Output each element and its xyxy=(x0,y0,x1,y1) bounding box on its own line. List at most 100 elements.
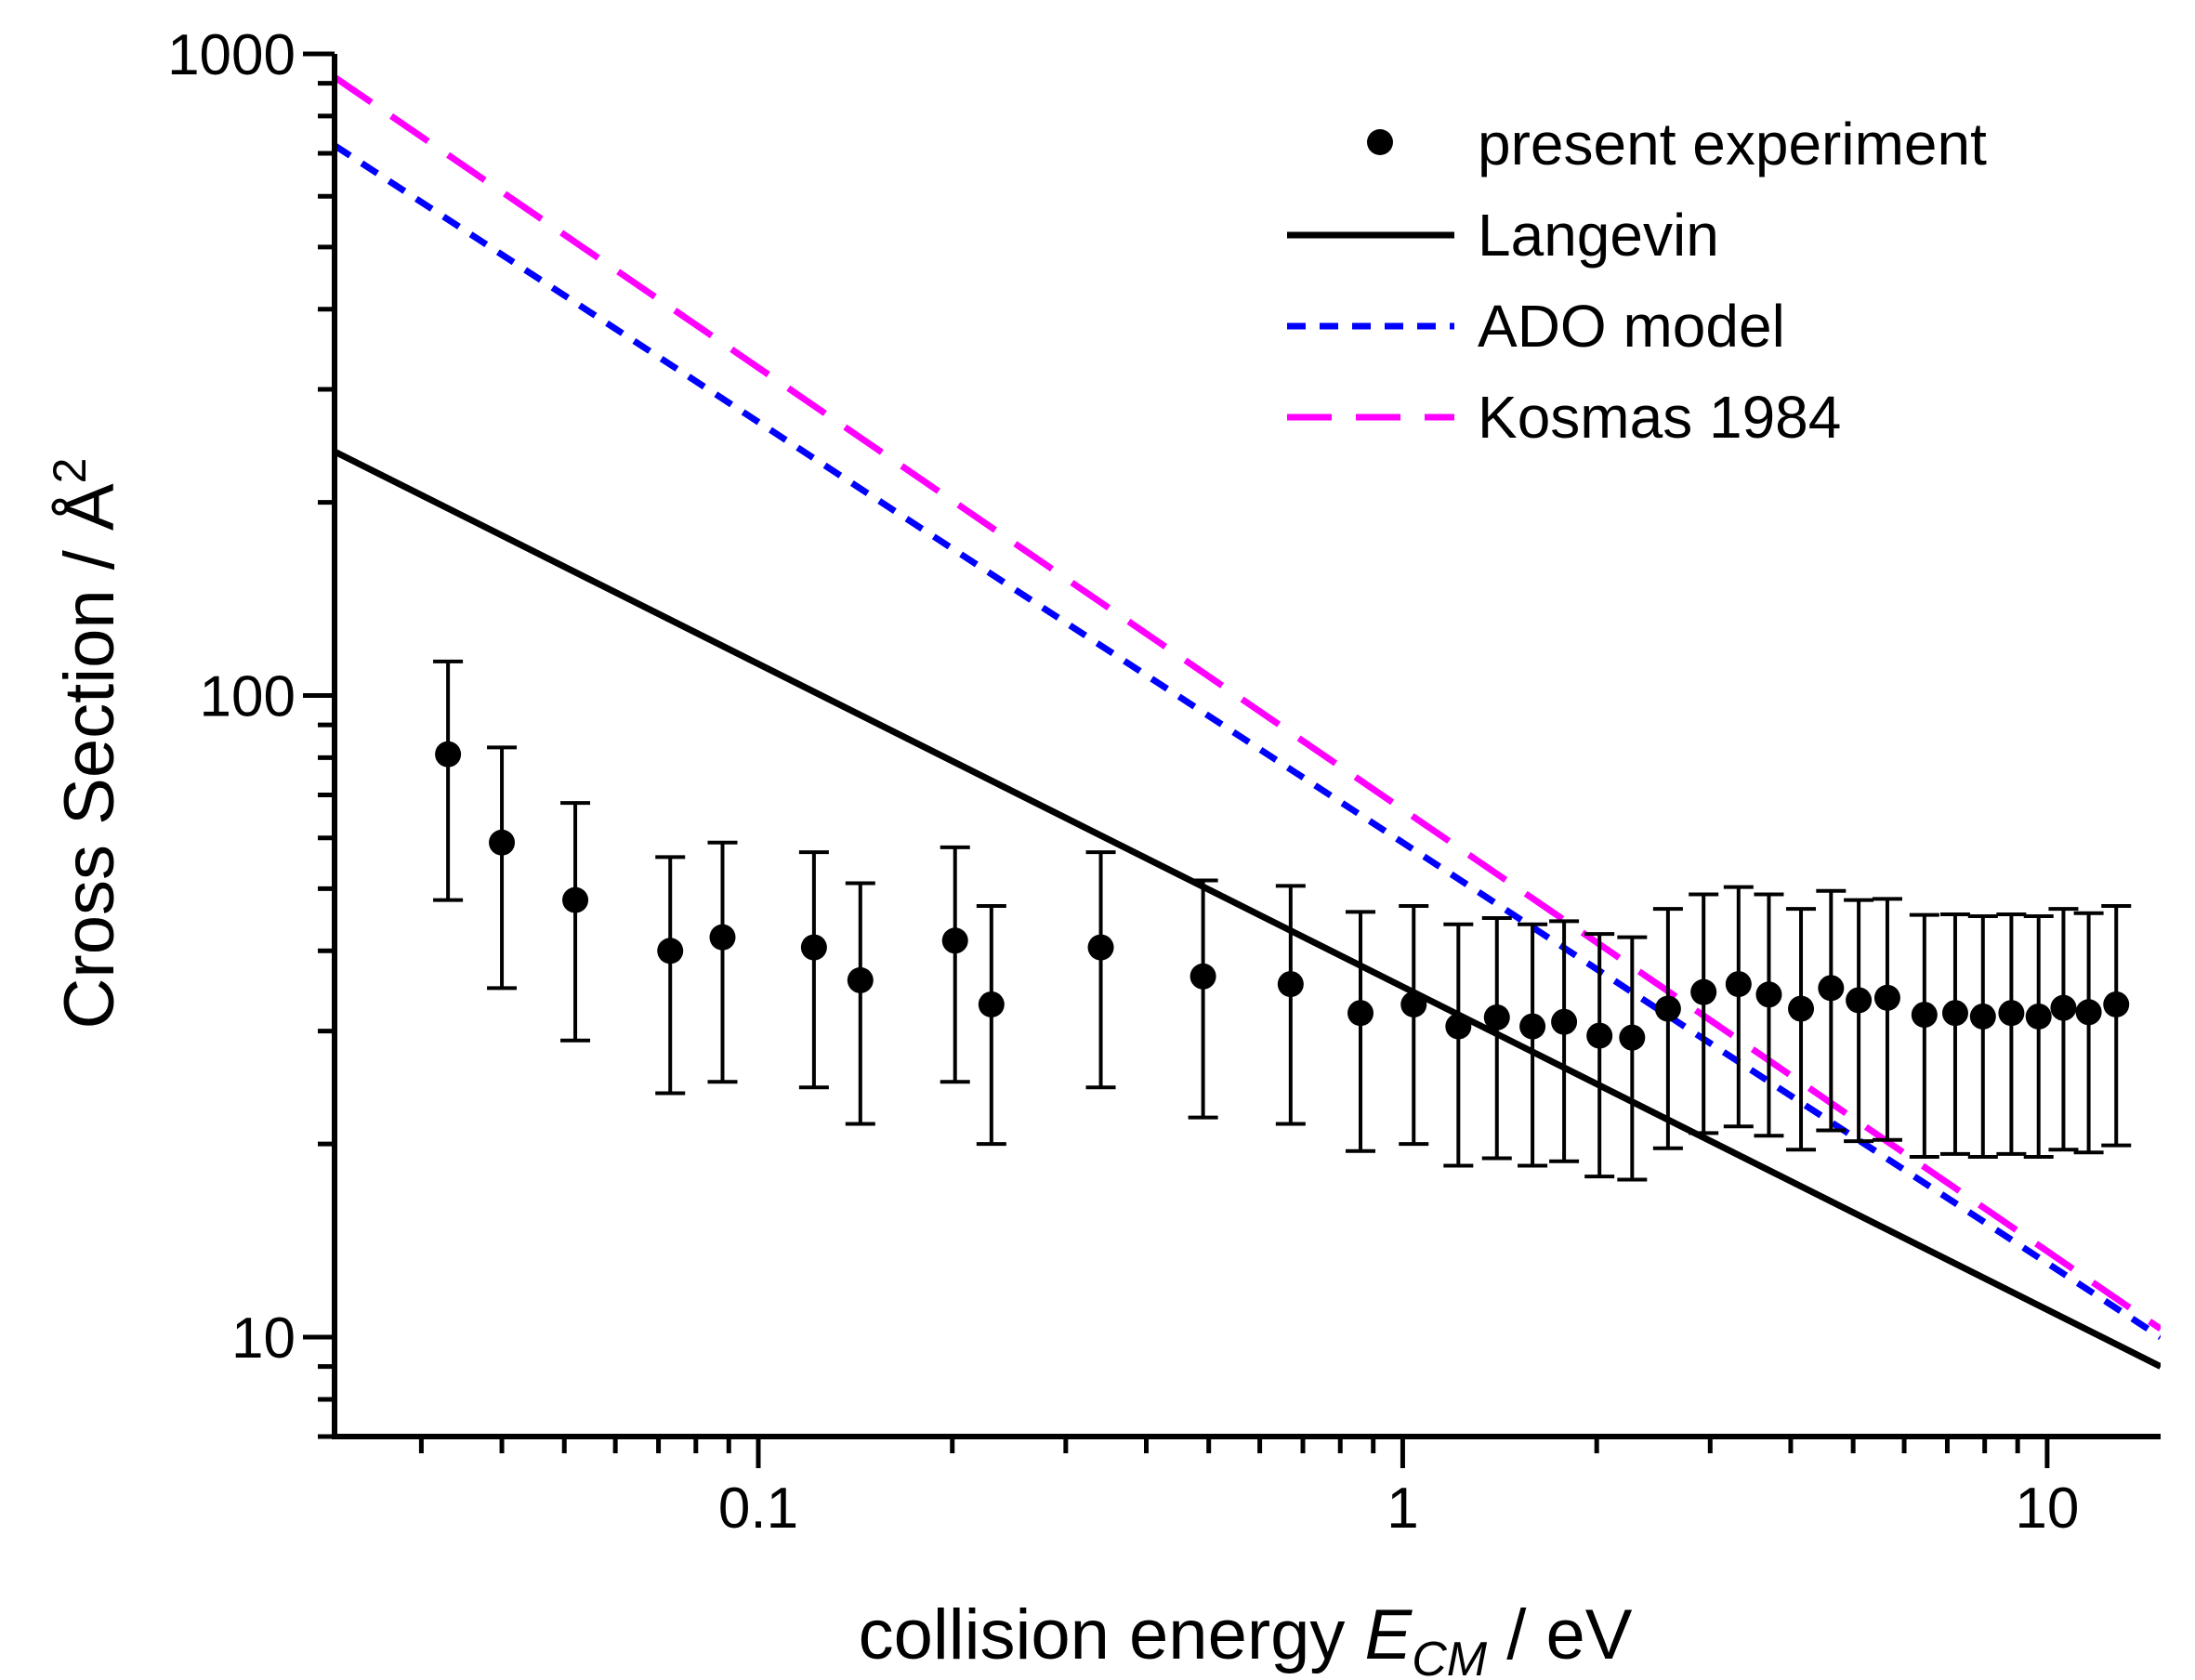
point-marker xyxy=(1445,1013,1472,1040)
data-point xyxy=(1346,910,1376,1153)
data-point xyxy=(1188,878,1218,1120)
data-point xyxy=(976,903,1006,1147)
point-marker xyxy=(941,927,968,954)
experiment-points xyxy=(433,659,2132,1182)
point-marker xyxy=(435,741,462,768)
point-marker xyxy=(1277,971,1304,998)
point-marker xyxy=(1818,975,1845,1002)
point-marker xyxy=(709,924,736,951)
data-point xyxy=(1085,850,1116,1090)
point-marker xyxy=(847,966,874,993)
point-marker xyxy=(1690,978,1717,1005)
point-marker xyxy=(489,829,516,856)
data-point xyxy=(1872,897,1902,1142)
data-point xyxy=(1652,907,1683,1150)
x-axis-label-subscript: CM xyxy=(1412,1633,1488,1680)
point-marker xyxy=(1087,934,1114,961)
data-point xyxy=(798,850,829,1090)
point-marker xyxy=(1725,971,1752,998)
legend-entry: Kosmas 1984 xyxy=(1287,384,1841,451)
point-marker xyxy=(1190,963,1216,990)
point-marker xyxy=(1347,1000,1374,1027)
legend-entry: ADO model xyxy=(1287,293,1785,360)
model-lines xyxy=(335,74,2161,1370)
point-marker xyxy=(1619,1024,1646,1051)
legend-label: present experiment xyxy=(1478,111,1987,177)
data-point xyxy=(1939,912,1970,1156)
point-marker xyxy=(1911,1002,1938,1029)
data-point xyxy=(707,840,738,1084)
legend: present experiment Langevin ADO model Kosma… xyxy=(1287,111,1987,451)
point-marker xyxy=(1873,984,1900,1011)
legend-label: Langevin xyxy=(1478,202,1719,269)
point-marker xyxy=(1998,1000,2025,1027)
y-ticks: 10 100 1000 xyxy=(167,23,335,1439)
x-axis-label: collision energy ECM / eV xyxy=(859,1595,1633,1680)
data-point xyxy=(940,845,970,1084)
x-tick-label: 1 xyxy=(1387,1477,1418,1541)
point-marker xyxy=(2103,991,2130,1017)
y-axis-label: Cross Section / Å2 xyxy=(44,458,129,1030)
point-marker xyxy=(1483,1004,1510,1030)
y-tick-label: 10 xyxy=(231,1306,296,1371)
data-point xyxy=(1399,903,1429,1147)
x-ticks: 0.1 1 10 xyxy=(418,1437,2079,1541)
data-point xyxy=(2073,911,2104,1155)
y-axis-label-superscript: 2 xyxy=(44,458,96,484)
data-point xyxy=(845,881,875,1126)
data-point xyxy=(1996,912,2027,1156)
x-tick-label: 10 xyxy=(2015,1477,2079,1541)
data-point xyxy=(2048,907,2079,1152)
point-marker xyxy=(1586,1022,1613,1049)
point-marker xyxy=(2050,994,2077,1021)
data-point xyxy=(2101,903,2132,1148)
point-marker xyxy=(1400,991,1427,1017)
data-point xyxy=(1723,885,1754,1129)
line-ado-model xyxy=(335,142,2161,1340)
data-point xyxy=(1584,932,1615,1179)
point-marker xyxy=(1551,1008,1578,1035)
data-point xyxy=(1844,898,1874,1144)
data-point xyxy=(560,801,591,1043)
y-axis-label-text: Cross Section / Å xyxy=(50,483,129,1029)
line-langevin xyxy=(335,448,2161,1370)
x-tick-label: 0.1 xyxy=(718,1477,798,1541)
point-marker xyxy=(800,934,827,961)
point-marker xyxy=(1755,981,1782,1008)
legend-label: Kosmas 1984 xyxy=(1478,384,1841,451)
data-point xyxy=(1967,913,1998,1159)
legend-label: ADO model xyxy=(1478,293,1785,360)
data-point xyxy=(1786,907,1817,1152)
data-point xyxy=(433,659,464,902)
data-point xyxy=(1617,935,1648,1182)
x-axis-label-prefix: collision energy xyxy=(859,1595,1365,1674)
data-point xyxy=(1443,922,1474,1168)
axes: 0.1 1 10 10 100 1000 xyxy=(167,23,2161,1541)
data-point xyxy=(1275,884,1306,1126)
point-marker xyxy=(562,886,589,913)
x-axis-label-suffix: / eV xyxy=(1487,1595,1633,1674)
point-marker xyxy=(2025,1003,2052,1030)
point-marker xyxy=(1788,995,1815,1022)
line-kosmas-1984 xyxy=(335,74,2161,1332)
legend-marker xyxy=(1367,129,1393,155)
data-point xyxy=(1909,912,1939,1159)
point-marker xyxy=(657,938,684,965)
data-point xyxy=(2023,913,2054,1159)
data-point xyxy=(1549,919,1580,1163)
point-marker xyxy=(2075,999,2102,1026)
y-tick-label: 1000 xyxy=(167,23,296,87)
point-marker xyxy=(1846,987,1873,1014)
data-point xyxy=(655,855,686,1096)
point-marker xyxy=(1941,1000,1968,1027)
data-point xyxy=(1754,892,1784,1138)
legend-entry: present experiment xyxy=(1367,111,1987,177)
point-marker xyxy=(1654,995,1681,1022)
data-point xyxy=(1816,888,1847,1133)
data-point xyxy=(1518,922,1548,1168)
data-point xyxy=(1481,915,1512,1161)
point-marker xyxy=(1519,1013,1546,1040)
legend-entry: Langevin xyxy=(1287,202,1719,269)
x-axis-label-symbol: E xyxy=(1365,1595,1413,1674)
